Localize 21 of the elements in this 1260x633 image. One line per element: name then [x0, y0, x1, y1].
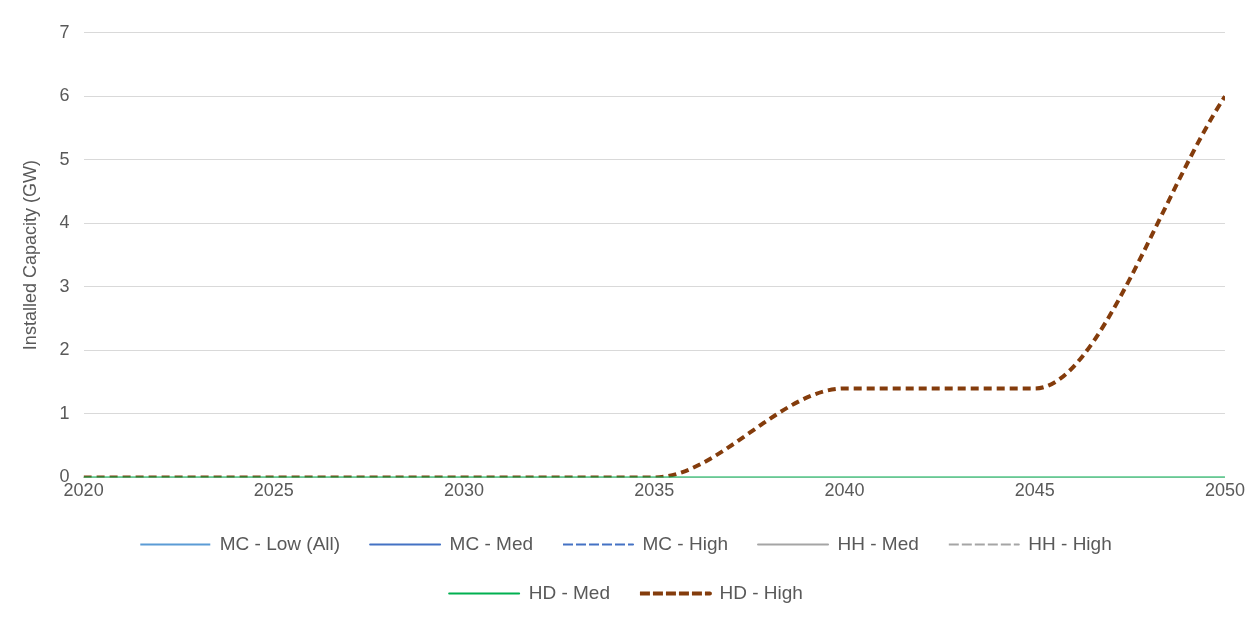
x-tick-label: 2035	[634, 480, 675, 501]
legend-label: MC - Med	[449, 532, 534, 554]
legend-label: HD - Med	[528, 581, 610, 603]
legend-label: MC - Low (All)	[219, 532, 341, 554]
legend-label: HH - High	[1028, 532, 1112, 554]
y-axis-title: Installed Capacity (GW)	[19, 160, 40, 351]
y-tick-label: 5	[59, 148, 70, 169]
x-tick-label: 2030	[444, 480, 485, 501]
x-tick-label: 2040	[824, 480, 865, 501]
y-tick-label: 3	[59, 275, 70, 296]
x-tick-label: 2025	[253, 480, 294, 501]
x-tick-label: 2045	[1014, 480, 1055, 501]
x-tick-label: 2050	[1204, 480, 1245, 501]
legend-label: MC - High	[642, 532, 729, 554]
y-tick-label: 1	[59, 402, 70, 423]
legend-label: HD - High	[719, 581, 803, 603]
y-tick-label: 4	[59, 212, 70, 233]
legend-label: HH - Med	[837, 532, 919, 554]
y-tick-label: 2	[59, 339, 70, 360]
y-tick-label: 7	[59, 21, 70, 42]
y-tick-label: 6	[59, 85, 70, 106]
